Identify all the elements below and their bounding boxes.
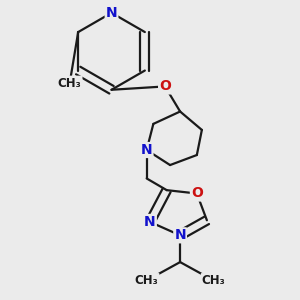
Text: N: N	[174, 228, 186, 242]
Text: O: O	[159, 80, 171, 93]
Text: N: N	[106, 6, 117, 20]
Text: N: N	[144, 215, 156, 229]
Text: N: N	[141, 143, 152, 157]
Text: CH₃: CH₃	[58, 76, 82, 90]
Text: CH₃: CH₃	[135, 274, 158, 287]
Text: O: O	[191, 187, 203, 200]
Text: CH₃: CH₃	[202, 274, 225, 287]
